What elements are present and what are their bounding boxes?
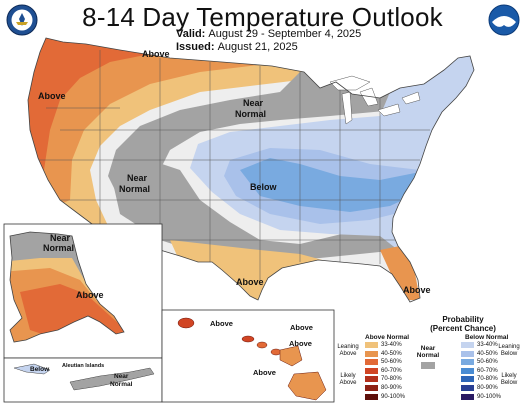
noaa-logo-icon	[488, 4, 520, 36]
likely-below-line-1: Likely	[501, 373, 517, 379]
legend-above-swatch	[365, 385, 378, 391]
label-above-texas: Above	[236, 277, 264, 287]
legend-near-swatch	[421, 362, 435, 369]
legend-above-swatch	[365, 393, 378, 400]
label-near-north-1: Near	[243, 98, 264, 108]
legend-title-line-1: Probability	[442, 315, 484, 324]
legend-above-range: 80-90%	[381, 385, 402, 391]
likely-above-line-2: Above	[339, 380, 357, 386]
leaning-below-line-2: Below	[500, 351, 518, 357]
header: 8-14 Day Temperature Outlook Valid: Augu…	[0, 0, 525, 58]
legend-title-line-2: (Percent Chance)	[430, 324, 496, 333]
legend-below-swatch	[461, 350, 474, 357]
leaning-above-line-1: Leaning	[337, 344, 359, 350]
legend-above-range: 50-60%	[381, 359, 402, 366]
label-alaska-near-2: Normal	[43, 243, 74, 253]
legend-below-heading: Below Normal	[465, 334, 509, 341]
label-aleutian-near-1: Near	[114, 373, 129, 380]
label-above-florida: Above	[403, 285, 431, 295]
label-above-north: Above	[142, 49, 170, 59]
label-aleutian-below: Below	[30, 366, 50, 373]
legend-above-heading: Above Normal	[365, 334, 410, 341]
legend-above-swatch	[365, 376, 378, 383]
legend-below-swatch	[461, 359, 474, 366]
legend-below-swatch	[461, 367, 474, 374]
legend-below-swatch	[461, 393, 474, 400]
label-aleutian-islands: Aleutian Islands	[62, 363, 104, 369]
issued-value: August 21, 2025	[217, 41, 298, 53]
label-near-sw-1: Near	[127, 173, 148, 183]
aleutian-east	[69, 367, 155, 391]
legend-below-range: 90-100%	[477, 393, 502, 400]
legend-leaning-above: Leaning Above	[333, 344, 363, 358]
label-hawaii-above-1: Above	[210, 319, 233, 328]
page-title: 8-14 Day Temperature Outlook	[82, 2, 443, 32]
legend-above-range: 90-100%	[381, 393, 406, 400]
label-hawaii-above-3: Above	[289, 339, 312, 348]
legend-below-swatch	[461, 376, 474, 383]
legend-below-range: 40-50%	[477, 350, 498, 357]
label-alaska-above: Above	[76, 290, 104, 300]
legend-title: Probability (Percent Chance)	[403, 315, 523, 333]
label-alaska-near-1: Near	[50, 233, 71, 243]
valid-label: Valid:	[176, 28, 206, 40]
label-hawaii-above-2: Above	[290, 323, 313, 332]
great-lakes	[329, 75, 421, 125]
leaning-below-line-1: Leaning	[498, 344, 520, 350]
alaska-outline	[9, 231, 125, 343]
legend-below-range: 50-60%	[477, 359, 498, 366]
label-aleutian-near-2: Normal	[110, 381, 133, 388]
label-above-west: Above	[38, 91, 66, 101]
issued-date: Issued: August 21, 2025	[176, 41, 298, 53]
aleutian-west	[13, 363, 51, 375]
label-near-sw-2: Normal	[119, 184, 150, 194]
legend-below-range: 60-70%	[477, 367, 498, 374]
valid-value: August 29 - September 4, 2025	[208, 28, 362, 40]
legend-above-range: 60-70%	[381, 367, 402, 374]
legend-below-range: 80-90%	[477, 385, 498, 391]
label-near-north-2: Normal	[235, 109, 266, 119]
legend-likely-below: Likely Below	[495, 373, 523, 387]
likely-below-line-2: Below	[500, 380, 518, 386]
department-of-commerce-seal-icon	[6, 4, 38, 36]
probability-legend: Probability (Percent Chance) Above Norma…	[333, 315, 523, 403]
legend-near-normal: Near Normal	[415, 345, 441, 359]
legend-below-swatch	[461, 342, 474, 348]
legend-above-swatch	[365, 359, 378, 366]
legend-above-range: 40-50%	[381, 350, 402, 357]
legend-below-range: 33-40%	[477, 342, 498, 348]
near-normal-line-2: Normal	[416, 352, 440, 359]
legend-above-swatch	[365, 367, 378, 374]
legend-above-range: 70-80%	[381, 376, 402, 383]
legend-leaning-below: Leaning Below	[495, 344, 523, 358]
legend-below-swatch	[461, 385, 474, 391]
legend-above-swatch	[365, 342, 378, 348]
legend-above-range: 33-40%	[381, 342, 402, 348]
legend-likely-above: Likely Above	[333, 373, 363, 387]
likely-above-line-1: Likely	[340, 373, 356, 379]
label-below: Below	[250, 182, 278, 192]
issued-label: Issued:	[176, 41, 215, 53]
near-normal-line-1: Near	[420, 345, 436, 352]
hawaii-islands	[177, 317, 327, 401]
legend-above-swatch	[365, 350, 378, 357]
valid-dates: Valid: August 29 - September 4, 2025	[176, 28, 361, 40]
leaning-above-line-2: Above	[339, 351, 357, 357]
label-hawaii-above-4: Above	[253, 368, 276, 377]
legend-below-range: 70-80%	[477, 376, 498, 383]
